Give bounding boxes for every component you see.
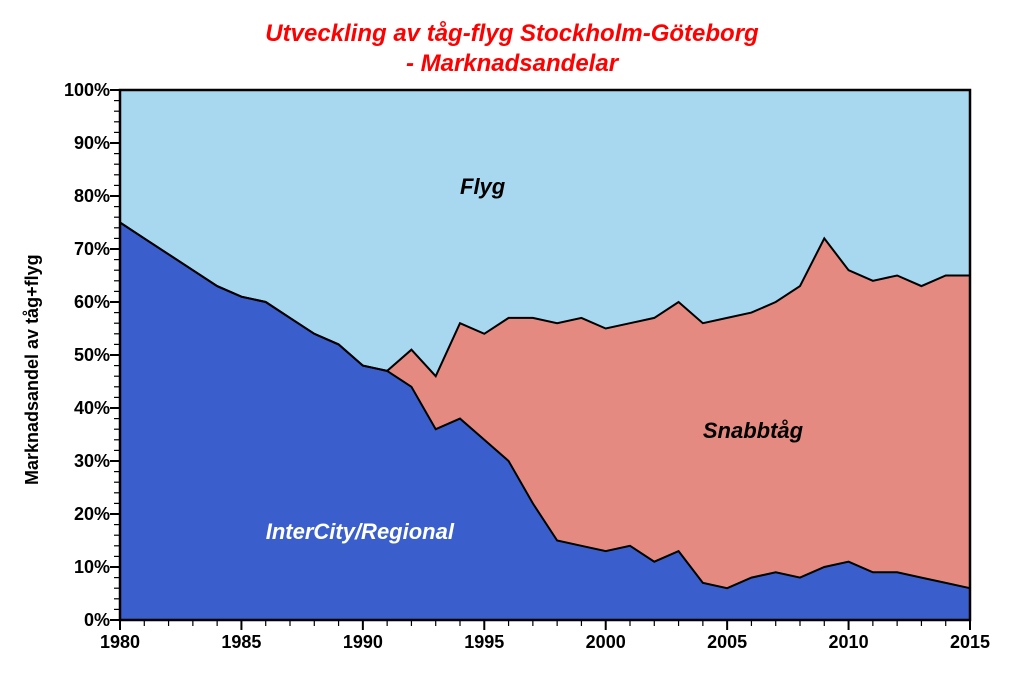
x-tick-label: 2015 — [940, 632, 1000, 653]
series-label-intercity: InterCity/Regional — [266, 519, 454, 545]
y-tick-label: 90% — [50, 133, 110, 154]
x-tick-label: 1980 — [90, 632, 150, 653]
x-tick-label: 2010 — [819, 632, 879, 653]
y-tick-label: 20% — [50, 504, 110, 525]
x-tick-label: 1985 — [211, 632, 271, 653]
x-tick-label: 2000 — [576, 632, 636, 653]
y-tick-label: 100% — [50, 80, 110, 101]
y-tick-label: 80% — [50, 186, 110, 207]
y-tick-label: 40% — [50, 398, 110, 419]
series-label-flyg: Flyg — [460, 174, 505, 200]
x-tick-label: 1995 — [454, 632, 514, 653]
y-tick-label: 50% — [50, 345, 110, 366]
x-tick-label: 1990 — [333, 632, 393, 653]
x-tick-label: 2005 — [697, 632, 757, 653]
y-tick-label: 70% — [50, 239, 110, 260]
y-tick-label: 30% — [50, 451, 110, 472]
series-label-snabbtag: Snabbtåg — [703, 418, 803, 444]
area-chart — [0, 0, 1024, 684]
y-tick-label: 60% — [50, 292, 110, 313]
y-tick-label: 0% — [50, 610, 110, 631]
chart-container: Utveckling av tåg-flyg Stockholm-Götebor… — [0, 0, 1024, 684]
y-tick-label: 10% — [50, 557, 110, 578]
